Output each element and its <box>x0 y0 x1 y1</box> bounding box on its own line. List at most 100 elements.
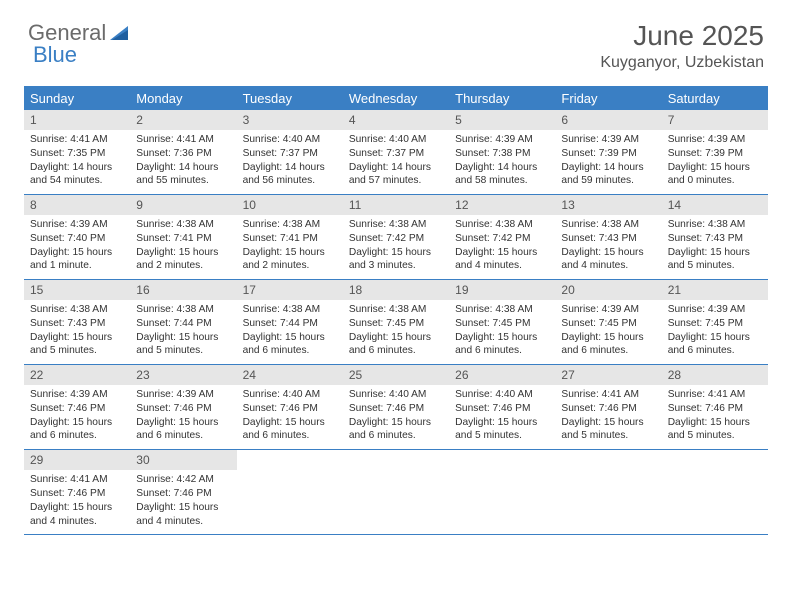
week-row: 22Sunrise: 4:39 AMSunset: 7:46 PMDayligh… <box>24 365 768 450</box>
day-content: Sunrise: 4:38 AMSunset: 7:44 PMDaylight:… <box>130 300 236 358</box>
sunrise-text: Sunrise: 4:40 AM <box>349 388 443 402</box>
calendar: Sunday Monday Tuesday Wednesday Thursday… <box>24 86 768 535</box>
day-cell: 15Sunrise: 4:38 AMSunset: 7:43 PMDayligh… <box>24 280 130 364</box>
day-content: Sunrise: 4:40 AMSunset: 7:37 PMDaylight:… <box>237 130 343 188</box>
location-label: Kuyganyor, Uzbekistan <box>600 54 764 72</box>
sunrise-text: Sunrise: 4:39 AM <box>668 133 762 147</box>
day-number: 2 <box>130 110 236 130</box>
day-cell: 1Sunrise: 4:41 AMSunset: 7:35 PMDaylight… <box>24 110 130 194</box>
page-title: June 2025 <box>600 20 764 52</box>
sunset-text: Sunset: 7:45 PM <box>455 317 549 331</box>
daylight-text: Daylight: 15 hours and 6 minutes. <box>349 416 443 444</box>
daylight-text: Daylight: 15 hours and 6 minutes. <box>561 331 655 359</box>
daylight-text: Daylight: 14 hours and 54 minutes. <box>30 161 124 189</box>
day-header-mon: Monday <box>130 87 236 110</box>
daylight-text: Daylight: 15 hours and 5 minutes. <box>668 416 762 444</box>
sunset-text: Sunset: 7:46 PM <box>136 402 230 416</box>
day-cell: 26Sunrise: 4:40 AMSunset: 7:46 PMDayligh… <box>449 365 555 449</box>
day-cell: 2Sunrise: 4:41 AMSunset: 7:36 PMDaylight… <box>130 110 236 194</box>
day-cell: 28Sunrise: 4:41 AMSunset: 7:46 PMDayligh… <box>662 365 768 449</box>
daylight-text: Daylight: 15 hours and 5 minutes. <box>30 331 124 359</box>
daylight-text: Daylight: 15 hours and 2 minutes. <box>136 246 230 274</box>
day-cell: 6Sunrise: 4:39 AMSunset: 7:39 PMDaylight… <box>555 110 661 194</box>
week-row: 15Sunrise: 4:38 AMSunset: 7:43 PMDayligh… <box>24 280 768 365</box>
day-number: 25 <box>343 365 449 385</box>
daylight-text: Daylight: 14 hours and 59 minutes. <box>561 161 655 189</box>
sunset-text: Sunset: 7:45 PM <box>668 317 762 331</box>
sunrise-text: Sunrise: 4:38 AM <box>243 218 337 232</box>
day-cell: 21Sunrise: 4:39 AMSunset: 7:45 PMDayligh… <box>662 280 768 364</box>
day-number: 9 <box>130 195 236 215</box>
sunset-text: Sunset: 7:43 PM <box>30 317 124 331</box>
day-number: 12 <box>449 195 555 215</box>
sunrise-text: Sunrise: 4:41 AM <box>30 133 124 147</box>
sunrise-text: Sunrise: 4:40 AM <box>349 133 443 147</box>
day-header-sun: Sunday <box>24 87 130 110</box>
day-cell: 8Sunrise: 4:39 AMSunset: 7:40 PMDaylight… <box>24 195 130 279</box>
day-number: 15 <box>24 280 130 300</box>
day-cell <box>343 450 449 534</box>
day-number: 20 <box>555 280 661 300</box>
daylight-text: Daylight: 14 hours and 55 minutes. <box>136 161 230 189</box>
day-header-tue: Tuesday <box>237 87 343 110</box>
sunrise-text: Sunrise: 4:39 AM <box>30 388 124 402</box>
sunrise-text: Sunrise: 4:39 AM <box>668 303 762 317</box>
day-content: Sunrise: 4:39 AMSunset: 7:40 PMDaylight:… <box>24 215 130 273</box>
week-row: 1Sunrise: 4:41 AMSunset: 7:35 PMDaylight… <box>24 110 768 195</box>
week-row: 8Sunrise: 4:39 AMSunset: 7:40 PMDaylight… <box>24 195 768 280</box>
sunrise-text: Sunrise: 4:38 AM <box>136 218 230 232</box>
day-content: Sunrise: 4:39 AMSunset: 7:45 PMDaylight:… <box>662 300 768 358</box>
day-number: 21 <box>662 280 768 300</box>
day-cell <box>662 450 768 534</box>
day-number: 29 <box>24 450 130 470</box>
logo-text-2: Blue <box>33 42 77 68</box>
day-content: Sunrise: 4:39 AMSunset: 7:46 PMDaylight:… <box>24 385 130 443</box>
daylight-text: Daylight: 15 hours and 6 minutes. <box>349 331 443 359</box>
sunset-text: Sunset: 7:46 PM <box>561 402 655 416</box>
day-cell: 14Sunrise: 4:38 AMSunset: 7:43 PMDayligh… <box>662 195 768 279</box>
day-number: 4 <box>343 110 449 130</box>
sunrise-text: Sunrise: 4:38 AM <box>349 303 443 317</box>
day-content: Sunrise: 4:38 AMSunset: 7:43 PMDaylight:… <box>555 215 661 273</box>
day-header-wed: Wednesday <box>343 87 449 110</box>
sunrise-text: Sunrise: 4:38 AM <box>455 303 549 317</box>
day-header-fri: Friday <box>555 87 661 110</box>
sunrise-text: Sunrise: 4:38 AM <box>349 218 443 232</box>
day-content: Sunrise: 4:40 AMSunset: 7:46 PMDaylight:… <box>449 385 555 443</box>
day-content: Sunrise: 4:38 AMSunset: 7:41 PMDaylight:… <box>130 215 236 273</box>
sunrise-text: Sunrise: 4:41 AM <box>136 133 230 147</box>
day-number: 18 <box>343 280 449 300</box>
day-content: Sunrise: 4:38 AMSunset: 7:45 PMDaylight:… <box>449 300 555 358</box>
day-content: Sunrise: 4:41 AMSunset: 7:35 PMDaylight:… <box>24 130 130 188</box>
day-cell: 24Sunrise: 4:40 AMSunset: 7:46 PMDayligh… <box>237 365 343 449</box>
sunrise-text: Sunrise: 4:39 AM <box>136 388 230 402</box>
day-number: 27 <box>555 365 661 385</box>
daylight-text: Daylight: 15 hours and 1 minute. <box>30 246 124 274</box>
day-cell <box>449 450 555 534</box>
day-number: 13 <box>555 195 661 215</box>
day-number: 6 <box>555 110 661 130</box>
sunset-text: Sunset: 7:41 PM <box>243 232 337 246</box>
day-number: 26 <box>449 365 555 385</box>
daylight-text: Daylight: 15 hours and 2 minutes. <box>243 246 337 274</box>
day-content: Sunrise: 4:38 AMSunset: 7:42 PMDaylight:… <box>343 215 449 273</box>
day-content: Sunrise: 4:39 AMSunset: 7:39 PMDaylight:… <box>662 130 768 188</box>
sunset-text: Sunset: 7:35 PM <box>30 147 124 161</box>
day-number: 14 <box>662 195 768 215</box>
sunset-text: Sunset: 7:37 PM <box>349 147 443 161</box>
logo-sail-icon <box>110 24 132 42</box>
day-content: Sunrise: 4:39 AMSunset: 7:39 PMDaylight:… <box>555 130 661 188</box>
sunrise-text: Sunrise: 4:41 AM <box>30 473 124 487</box>
day-cell: 9Sunrise: 4:38 AMSunset: 7:41 PMDaylight… <box>130 195 236 279</box>
day-cell: 29Sunrise: 4:41 AMSunset: 7:46 PMDayligh… <box>24 450 130 534</box>
day-cell: 10Sunrise: 4:38 AMSunset: 7:41 PMDayligh… <box>237 195 343 279</box>
week-row: 29Sunrise: 4:41 AMSunset: 7:46 PMDayligh… <box>24 450 768 535</box>
day-content: Sunrise: 4:38 AMSunset: 7:43 PMDaylight:… <box>662 215 768 273</box>
sunrise-text: Sunrise: 4:38 AM <box>455 218 549 232</box>
calendar-day-header: Sunday Monday Tuesday Wednesday Thursday… <box>24 87 768 110</box>
day-content: Sunrise: 4:40 AMSunset: 7:46 PMDaylight:… <box>343 385 449 443</box>
sunset-text: Sunset: 7:43 PM <box>668 232 762 246</box>
day-content: Sunrise: 4:40 AMSunset: 7:37 PMDaylight:… <box>343 130 449 188</box>
day-number: 24 <box>237 365 343 385</box>
title-block: June 2025 Kuyganyor, Uzbekistan <box>600 20 764 72</box>
